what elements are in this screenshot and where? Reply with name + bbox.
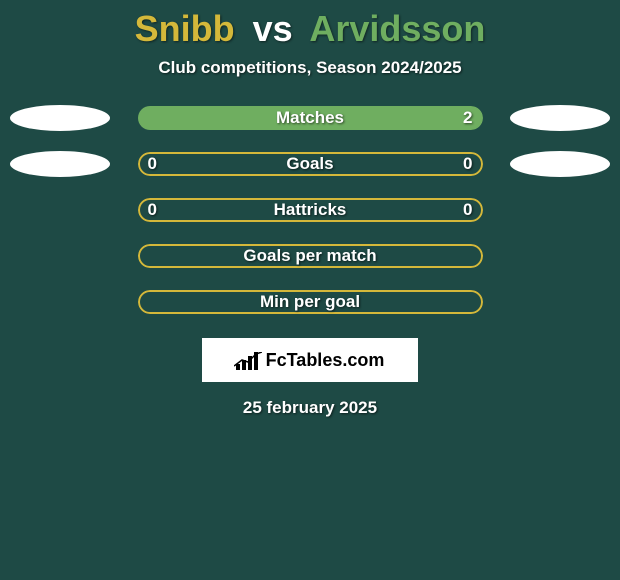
stat-row: 0 0 Hattricks xyxy=(0,198,620,222)
stat-left-value: 0 xyxy=(148,154,157,174)
stat-row: 0 0 Goals xyxy=(0,152,620,176)
stat-row: Min per goal xyxy=(0,290,620,314)
stat-right-value: 0 xyxy=(463,200,472,220)
bar-zone: 0 0 Hattricks xyxy=(138,198,483,222)
bar-zone: 0 0 Goals xyxy=(138,152,483,176)
date-text: 25 february 2025 xyxy=(243,398,377,418)
stat-right-value: 0 xyxy=(463,154,472,174)
left-ellipse xyxy=(10,105,110,131)
stat-row: 2 Matches xyxy=(0,106,620,130)
comparison-widget: Snibb vs Arvidsson Club competitions, Se… xyxy=(0,0,620,418)
stat-row: Goals per match xyxy=(0,244,620,268)
stat-left-value: 0 xyxy=(148,200,157,220)
vs-text: vs xyxy=(253,8,293,49)
subtitle: Club competitions, Season 2024/2025 xyxy=(158,58,461,78)
right-ellipse xyxy=(510,151,610,177)
chart-icon xyxy=(236,350,260,370)
bar-zone: Min per goal xyxy=(138,290,483,314)
player1-name: Snibb xyxy=(135,8,235,49)
logo-box: FcTables.com xyxy=(202,338,418,382)
player2-name: Arvidsson xyxy=(309,8,485,49)
logo-text: FcTables.com xyxy=(266,350,385,371)
stat-label: Min per goal xyxy=(260,292,360,312)
stat-rows: 2 Matches 0 0 Goals 0 0 Hattricks Goals per matc… xyxy=(0,106,620,314)
stat-label: Matches xyxy=(276,108,344,128)
page-title: Snibb vs Arvidsson xyxy=(135,8,486,50)
stat-label: Hattricks xyxy=(274,200,347,220)
stat-label: Goals xyxy=(286,154,333,174)
stat-right-value: 2 xyxy=(463,108,472,128)
bar-zone: Goals per match xyxy=(138,244,483,268)
stat-label: Goals per match xyxy=(243,246,376,266)
right-ellipse xyxy=(510,105,610,131)
left-ellipse xyxy=(10,151,110,177)
bar-zone: 2 Matches xyxy=(138,106,483,130)
